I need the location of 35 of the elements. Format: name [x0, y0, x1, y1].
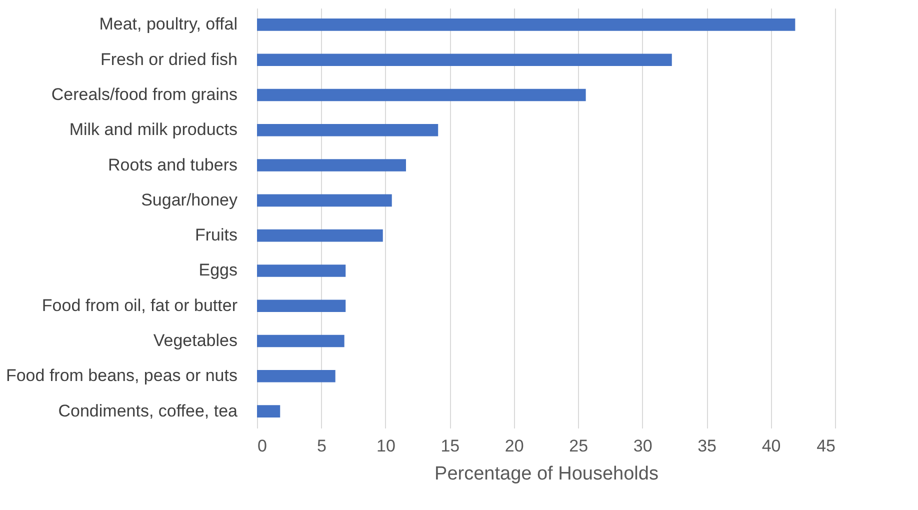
x-tick-label: 10	[376, 436, 396, 456]
bar	[257, 159, 406, 172]
x-tick-label: 35	[698, 436, 717, 456]
x-tick-label: 40	[762, 436, 781, 456]
y-tick-label: Fruits	[195, 226, 238, 245]
x-tick-label: 25	[569, 436, 588, 456]
bar	[257, 370, 336, 382]
y-tick-label: Food from beans, peas or nuts	[6, 366, 238, 386]
y-tick-label: Sugar/honey	[141, 190, 238, 210]
y-tick-label: Condiments, coffee, tea	[58, 401, 238, 420]
bar	[257, 264, 346, 277]
bar	[257, 194, 392, 207]
y-tick-label: Vegetables	[153, 331, 238, 350]
y-tick-label: Roots and tubers	[108, 155, 238, 174]
bar	[257, 54, 672, 66]
y-tick-label: Milk and milk products	[69, 120, 238, 140]
x-tick-label: 15	[440, 436, 460, 456]
x-tick-label: 5	[316, 436, 326, 456]
bar	[257, 88, 586, 102]
bar	[257, 300, 346, 312]
y-tick-label: Fresh or dried fish	[100, 50, 238, 69]
x-tick-label: 0	[258, 436, 267, 456]
bar	[257, 229, 383, 242]
y-tick-label: Meat, poultry, offal	[99, 14, 238, 34]
y-tick-label: Food from oil, fat or butter	[42, 296, 238, 315]
bar	[257, 18, 796, 31]
x-axis-title: Percentage of Households	[434, 464, 658, 484]
bar	[257, 405, 280, 418]
y-tick-label: Eggs	[198, 260, 238, 280]
bar	[257, 124, 438, 136]
x-tick-label: 30	[633, 436, 652, 456]
y-tick-label: Cereals/food from grains	[51, 84, 238, 104]
x-tick-label: 45	[816, 436, 836, 456]
bar	[257, 334, 344, 348]
x-tick-label: 20	[504, 436, 524, 456]
